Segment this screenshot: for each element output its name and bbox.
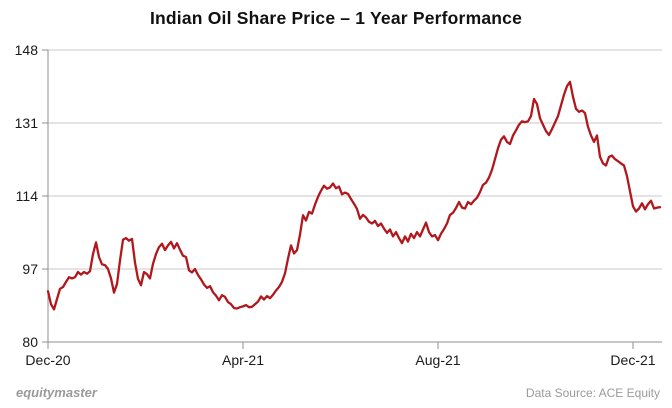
price-line xyxy=(46,80,662,311)
y-tick-label: 80 xyxy=(22,334,38,350)
x-tick-label: Dec-21 xyxy=(610,352,655,368)
chart-title: Indian Oil Share Price – 1 Year Performa… xyxy=(149,8,523,28)
y-tick-label: 114 xyxy=(16,188,39,204)
y-tick-label: 97 xyxy=(22,261,38,277)
y-tick-label: 131 xyxy=(15,115,39,131)
data-source-label: Data Source: ACE Equity xyxy=(525,386,660,400)
x-tick-label: Apr-21 xyxy=(222,352,264,368)
equitymaster-logo: equitymaster xyxy=(16,385,97,400)
x-tick-label: Dec-20 xyxy=(25,352,70,368)
line-chart: 148 131 114 97 80 Dec-20 Apr-21 Aug-21 Dec-21 xyxy=(15,42,662,368)
x-tick-label: Aug-21 xyxy=(415,352,460,368)
y-tick-label: 148 xyxy=(15,42,39,58)
